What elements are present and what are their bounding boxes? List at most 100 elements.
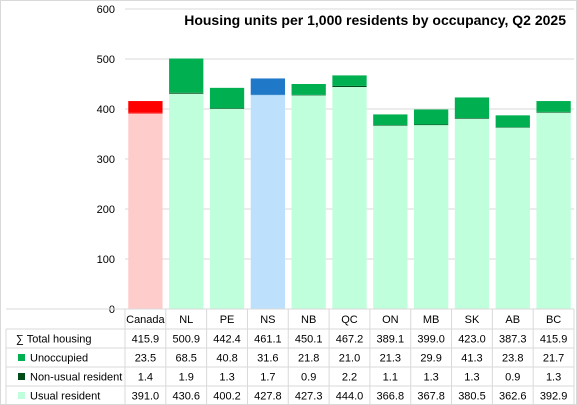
total-row-label: ∑ Total housing xyxy=(16,334,92,346)
bars xyxy=(128,58,571,310)
bar-mb-non-usual-resident xyxy=(413,124,449,126)
data-label: 21.8 xyxy=(298,353,319,365)
data-label: 1.3 xyxy=(423,372,438,384)
series-label: Non-usual resident xyxy=(30,372,122,384)
data-label: 400.2 xyxy=(213,391,241,403)
bar-sk-unoccupied xyxy=(454,97,490,119)
data-label: 21.0 xyxy=(339,353,360,365)
bar-on-usual-resident xyxy=(373,125,408,309)
bar-mb-usual-resident xyxy=(413,125,449,309)
bar-ns-non-usual-resident xyxy=(250,94,286,96)
bar-ab-usual-resident xyxy=(495,127,530,309)
category-label: BC xyxy=(546,314,561,326)
bar-pe-unoccupied xyxy=(209,87,245,109)
data-label: 40.8 xyxy=(216,353,237,365)
bar-sk-usual-resident xyxy=(454,118,490,309)
total-value: 389.1 xyxy=(377,334,405,346)
bar-nb-unoccupied xyxy=(291,84,326,95)
category-label: MB xyxy=(423,314,440,326)
data-label: 21.7 xyxy=(543,353,564,365)
data-label: 391.0 xyxy=(132,391,160,403)
bar-nl-unoccupied xyxy=(169,58,204,93)
data-label: 444.0 xyxy=(336,391,364,403)
series-label: Usual resident xyxy=(30,391,100,403)
data-label: 362.6 xyxy=(499,391,527,403)
y-tick-label: 200 xyxy=(97,204,115,216)
data-label: 0.9 xyxy=(301,372,316,384)
legend-key-usual-resident xyxy=(18,392,25,399)
data-label: 1.3 xyxy=(219,372,234,384)
data-label: 1.7 xyxy=(260,372,275,384)
bar-mb-unoccupied xyxy=(413,109,449,125)
data-label: 1.4 xyxy=(138,372,153,384)
data-label: 29.9 xyxy=(420,353,441,365)
bar-ns-usual-resident xyxy=(250,95,286,309)
total-value: 500.9 xyxy=(172,334,200,346)
bar-nl-usual-resident xyxy=(169,93,204,309)
category-label: PE xyxy=(220,314,235,326)
bar-on-unoccupied xyxy=(373,114,408,126)
bar-canada-unoccupied xyxy=(128,101,163,113)
data-label: 1.9 xyxy=(179,372,194,384)
y-tick-label: 300 xyxy=(97,154,115,166)
data-label: 1.1 xyxy=(383,372,398,384)
data-label: 427.8 xyxy=(254,391,282,403)
data-label: 68.5 xyxy=(176,353,197,365)
data-label: 0.9 xyxy=(505,372,520,384)
total-value: 415.9 xyxy=(132,334,160,346)
bar-on-non-usual-resident xyxy=(373,125,408,126)
data-label: 1.3 xyxy=(546,372,561,384)
total-value: 423.0 xyxy=(458,334,486,346)
data-label: 430.6 xyxy=(172,391,200,403)
bar-pe-usual-resident xyxy=(209,108,245,310)
data-label: 380.5 xyxy=(458,391,486,403)
total-value: 461.1 xyxy=(254,334,282,346)
y-tick-label: 600 xyxy=(97,4,115,16)
bar-qc-usual-resident xyxy=(332,87,367,309)
bar-nl-non-usual-resident xyxy=(169,92,204,94)
total-value: 442.4 xyxy=(213,334,241,346)
bar-nb-usual-resident xyxy=(291,95,326,309)
bar-canada-non-usual-resident xyxy=(128,112,163,114)
data-label: 367.8 xyxy=(417,391,445,403)
bar-ns-unoccupied xyxy=(250,78,286,95)
bar-bc-non-usual-resident xyxy=(536,111,571,113)
y-axis: 0 100 200 300 400 500 600 xyxy=(97,4,115,316)
category-label: NB xyxy=(301,314,316,326)
data-label: 366.8 xyxy=(377,391,405,403)
chart-title: Housing units per 1,000 residents by occ… xyxy=(184,12,566,28)
bar-sk-non-usual-resident xyxy=(454,118,490,119)
y-tick-label: 0 xyxy=(109,304,115,316)
y-tick-label: 400 xyxy=(97,104,115,116)
category-label: QC xyxy=(341,314,358,326)
bar-pe-non-usual-resident xyxy=(209,108,245,109)
bar-canada-usual-resident xyxy=(128,113,163,309)
total-value: 387.3 xyxy=(499,334,527,346)
series-label: Unoccupied xyxy=(30,353,88,365)
data-label: 392.9 xyxy=(540,391,568,403)
data-label: 2.2 xyxy=(342,372,357,384)
total-value: 450.1 xyxy=(295,334,323,346)
category-label: AB xyxy=(505,314,520,326)
bar-bc-unoccupied xyxy=(536,101,571,112)
category-label: NS xyxy=(260,314,275,326)
bar-qc-non-usual-resident xyxy=(332,85,367,87)
data-table: Canada NL PE NS NB QC ON MB SK AB BC ∑ Total housin… xyxy=(5,308,575,405)
category-label: ON xyxy=(382,314,399,326)
category-label: Canada xyxy=(126,314,165,326)
category-label: SK xyxy=(465,314,480,326)
bar-bc-usual-resident xyxy=(536,112,571,309)
category-label: NL xyxy=(179,314,193,326)
legend-key-non-usual-resident xyxy=(18,373,25,380)
data-label: 427.3 xyxy=(295,391,323,403)
data-label: 21.3 xyxy=(380,353,401,365)
data-label: 41.3 xyxy=(461,353,482,365)
data-label: 31.6 xyxy=(257,353,278,365)
total-value: 415.9 xyxy=(540,334,568,346)
y-tick-label: 100 xyxy=(97,254,115,266)
bar-qc-unoccupied xyxy=(332,75,367,86)
data-label: 23.5 xyxy=(135,353,156,365)
total-value: 467.2 xyxy=(336,334,364,346)
legend-key-unoccupied xyxy=(18,354,25,361)
